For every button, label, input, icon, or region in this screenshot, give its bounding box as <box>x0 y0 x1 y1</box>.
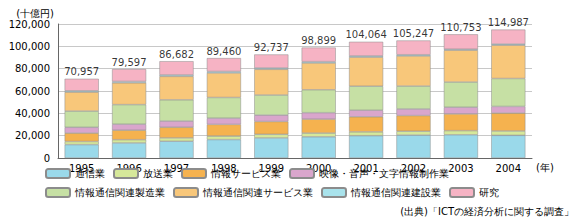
svg-text:映像・音声・文字情報制作業: 映像・音声・文字情報制作業 <box>319 168 449 179</box>
svg-text:92,737: 92,737 <box>254 42 289 53</box>
svg-text:20,000: 20,000 <box>15 130 50 141</box>
svg-text:110,753: 110,753 <box>440 22 481 33</box>
svg-text:(出典)「ICTの経済分析に関する調査」: (出典)「ICTの経済分析に関する調査」 <box>400 206 574 217</box>
svg-text:104,064: 104,064 <box>345 29 386 40</box>
svg-text:79,597: 79,597 <box>112 57 147 68</box>
svg-text:80,000: 80,000 <box>15 63 50 74</box>
svg-text:情報通信関連サービス業: 情報通信関連サービス業 <box>202 187 313 198</box>
svg-text:60,000: 60,000 <box>15 86 50 97</box>
svg-text:2003: 2003 <box>448 163 473 174</box>
svg-text:40,000: 40,000 <box>15 108 50 119</box>
svg-text:86,682: 86,682 <box>159 49 194 60</box>
svg-text:通信業: 通信業 <box>75 168 105 179</box>
svg-text:情報サービス業: 情報サービス業 <box>210 168 281 179</box>
svg-text:0: 0 <box>44 153 50 164</box>
svg-text:研究: 研究 <box>479 187 499 198</box>
svg-text:98,899: 98,899 <box>301 35 336 46</box>
svg-text:放送業: 放送業 <box>143 168 173 179</box>
svg-text:情報通信関連製造業: 情報通信関連製造業 <box>74 187 165 198</box>
svg-text:2004: 2004 <box>496 163 521 174</box>
svg-text:情報通信関連建設業: 情報通信関連建設業 <box>350 187 441 198</box>
svg-text:70,957: 70,957 <box>64 66 99 77</box>
svg-text:89,460: 89,460 <box>206 46 241 57</box>
svg-text:120,000: 120,000 <box>9 19 50 30</box>
svg-text:(十億円): (十億円) <box>16 8 54 19</box>
svg-text:100,000: 100,000 <box>9 41 50 52</box>
svg-text:114,987: 114,987 <box>488 17 529 28</box>
svg-text:(年): (年) <box>536 162 554 173</box>
svg-text:105,247: 105,247 <box>393 28 434 39</box>
